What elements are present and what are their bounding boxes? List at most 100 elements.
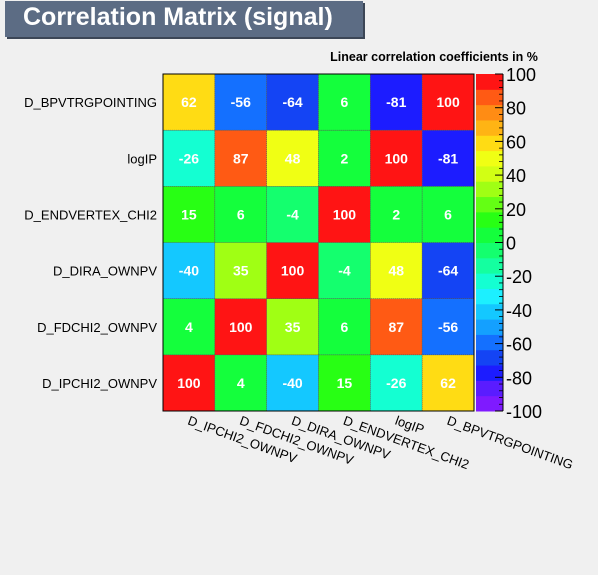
cell-value-label: 6 [444, 206, 452, 222]
heatmap-cell [214, 186, 267, 243]
cell-value-label: 48 [285, 150, 301, 166]
color-scale-segment [476, 303, 503, 320]
cell-value-label: 2 [341, 150, 349, 166]
color-scale-segment [476, 89, 503, 106]
cell-value-label: 6 [341, 319, 349, 335]
heatmap-cell [318, 242, 371, 299]
y-axis-label: D_IPCHI2_OWNPV [42, 376, 157, 391]
cell-value-label: -40 [179, 263, 199, 279]
heatmap-cell [266, 242, 319, 299]
heatmap-cell [318, 354, 371, 412]
color-scale-segment [476, 150, 503, 167]
heatmap-cell [214, 129, 267, 187]
chart-title: Correlation Matrix (signal) [23, 3, 333, 31]
color-scale-segment [476, 104, 503, 121]
heatmap-cell [162, 298, 216, 356]
heatmap-cell [421, 354, 475, 412]
heatmap-cell [318, 129, 371, 187]
heatmap-cell [318, 186, 371, 243]
color-scale-segment [476, 380, 503, 397]
color-scale-segment [476, 135, 503, 152]
color-scale-segment [476, 334, 503, 351]
heatmap-cell [318, 298, 371, 356]
cell-value-label: 4 [237, 375, 245, 391]
cell-value-label: -64 [282, 94, 302, 110]
cell-value-label: -56 [438, 319, 458, 335]
cell-value-label: 87 [388, 319, 404, 335]
heatmap-cell [214, 298, 267, 356]
cell-value-label: 6 [341, 94, 349, 110]
cell-value-label: -26 [386, 375, 406, 391]
cell-value-label: 100 [436, 94, 460, 110]
color-scale-segment [476, 288, 503, 305]
heatmap-cell [421, 242, 475, 299]
heatmap-cell [370, 186, 423, 243]
heatmap-cell [162, 73, 216, 131]
heatmap-cell [266, 354, 319, 412]
cell-value-label: -64 [438, 263, 458, 279]
cell-value-label: 15 [337, 375, 353, 391]
title-box: Correlation Matrix (signal) [5, 1, 363, 37]
cell-value-label: 35 [285, 319, 301, 335]
color-scale-tick-label: 60 [506, 132, 526, 152]
chart-subtitle: Linear correlation coefficients in % [330, 50, 538, 64]
color-scale-segment [476, 181, 503, 198]
cell-value-label: 15 [181, 206, 197, 222]
cell-value-label: -81 [438, 150, 458, 166]
cell-value-label: 2 [392, 206, 400, 222]
color-scale-tick-label: 20 [506, 200, 526, 220]
color-scale-bar [476, 74, 504, 412]
color-scale-segment [476, 119, 503, 136]
color-scale-tick-label: -100 [506, 402, 542, 422]
color-scale-segment [476, 257, 503, 274]
cell-value-label: 48 [388, 263, 404, 279]
color-scale-tick-label: 0 [506, 234, 516, 254]
heatmap-cell [162, 242, 216, 299]
color-scale-segment [476, 365, 503, 381]
cell-value-label: -81 [386, 94, 406, 110]
y-axis-labels: D_IPCHI2_OWNPV D_FDCHI2_OWNPV D_DIRA_OWNPV… [24, 95, 157, 391]
heatmap-cell [421, 129, 475, 187]
color-scale-segment [476, 395, 503, 412]
heatmap-cell [266, 129, 319, 187]
heatmap-cell [214, 242, 267, 299]
heatmap-cell [370, 242, 423, 299]
heatmap-cell [421, 298, 475, 356]
cell-value-label: -56 [231, 94, 251, 110]
heatmap-cell [266, 73, 319, 131]
heatmap-cell [421, 186, 475, 243]
cell-value-label: -4 [286, 206, 299, 222]
heatmap-cell [162, 354, 216, 412]
color-scale-tick-label: -60 [506, 335, 532, 355]
cell-value-labels: 100 4 -40 15 -26 624 100 35 6 87 -56-40 35 100 -4 48 -6… [177, 94, 460, 391]
cell-value-label: 87 [233, 150, 249, 166]
heatmap-cell [370, 129, 423, 187]
heatmap-cell [370, 73, 423, 131]
color-scale-tick-label: -20 [506, 267, 532, 287]
cell-value-label: 4 [185, 319, 193, 335]
y-axis-label: logIP [127, 151, 157, 166]
cell-value-label: 100 [177, 375, 201, 391]
color-scale-ticks: 100 80 60 40 20 0 -20 -40 -60 -80 -100 [495, 65, 542, 422]
heatmap-cell [214, 354, 267, 412]
heatmap-cells [162, 73, 475, 412]
color-scale-segment [476, 273, 503, 289]
color-scale-segment [476, 196, 503, 213]
color-scale-segment [476, 349, 503, 366]
y-axis-label: D_DIRA_OWNPV [53, 264, 157, 279]
color-scale-tick-label: -80 [506, 368, 532, 388]
heatmap-cell [266, 298, 319, 356]
cell-value-label: 62 [440, 375, 456, 391]
cell-value-label: 100 [385, 150, 409, 166]
cell-value-label: 6 [237, 206, 245, 222]
heatmap-cell [421, 73, 475, 131]
y-axis-label: D_BPVTRGPOINTING [24, 95, 157, 110]
color-scale-segment [476, 165, 503, 182]
cell-value-label: -40 [282, 375, 302, 391]
cell-value-label: -26 [179, 150, 199, 166]
color-scale-segment [476, 242, 503, 259]
cell-value-label: 35 [233, 263, 249, 279]
color-scale-segment [476, 319, 503, 335]
heatmap-cell [162, 129, 216, 187]
